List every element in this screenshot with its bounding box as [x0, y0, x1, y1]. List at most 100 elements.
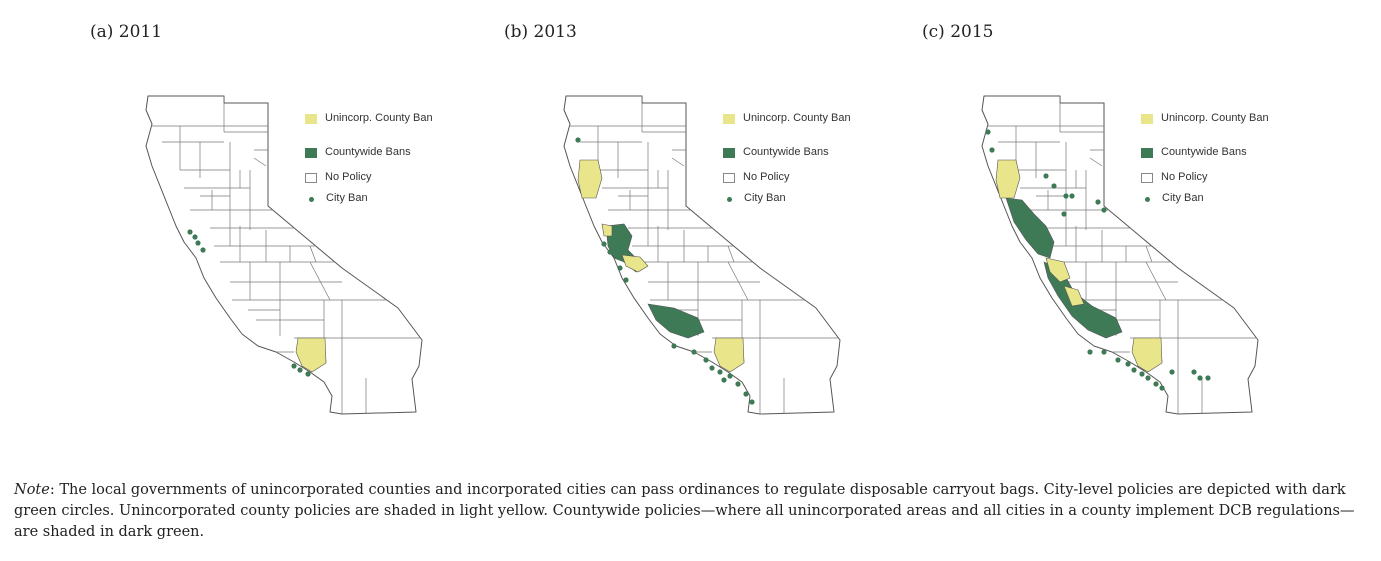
legend-city: City Ban	[1141, 192, 1204, 205]
california-outline	[981, 95, 1259, 415]
state-outline	[563, 95, 841, 415]
yellow-swatch-icon	[1141, 114, 1153, 124]
city-ban-dot	[1153, 381, 1159, 387]
yellow-swatch-icon	[723, 114, 735, 124]
unincorporated-county-bans	[577, 159, 745, 373]
legend-no-policy: No Policy	[723, 171, 789, 184]
city-ban-dot	[291, 363, 297, 369]
city-ban-dot	[985, 129, 991, 135]
panel-title: (a) 2011	[90, 22, 163, 42]
california-map-2013	[563, 95, 841, 415]
panel-2011: (a) 2011 Unincorp. County Ban Countywide…	[80, 0, 500, 440]
city-ban-dot	[1205, 375, 1211, 381]
county-boundary	[1089, 157, 1103, 167]
city-ban-dot	[305, 371, 311, 377]
panel-2013: (b) 2013	[498, 0, 918, 440]
city-ban-dot	[749, 399, 755, 405]
city-ban-dot	[1169, 369, 1175, 375]
panel-2015: (c) 2015	[916, 0, 1336, 440]
city-ban-dot	[721, 377, 727, 383]
city-ban-dot	[1101, 349, 1107, 355]
city-ban-dot	[1063, 193, 1069, 199]
legend-unincorp: Unincorp. County Ban	[1141, 112, 1281, 125]
county-boundary	[253, 157, 267, 167]
legend-unincorp: Unincorp. County Ban	[723, 112, 863, 125]
legend-countywide: Countywide Bans	[1141, 146, 1247, 159]
county-boundaries	[148, 96, 422, 414]
city-bans	[985, 129, 1211, 391]
city-ban-dot	[727, 373, 733, 379]
california-map-2011	[145, 95, 423, 415]
legend-countywide: Countywide Bans	[305, 146, 411, 159]
city-ban-dot	[1025, 223, 1031, 229]
city-ban-dot	[691, 349, 697, 355]
county-san-luis	[1063, 285, 1085, 307]
county-boundary	[309, 261, 331, 301]
city-ban-dot	[717, 369, 723, 375]
legend-no-policy: No Policy	[305, 171, 371, 184]
city-ban-dot	[601, 241, 607, 247]
legend-city: City Ban	[305, 192, 368, 205]
city-ban-dot	[735, 381, 741, 387]
county-santa-cruz	[621, 254, 649, 273]
city-ban-dot	[1191, 369, 1197, 375]
county-mendocino	[995, 159, 1021, 199]
city-ban-dot	[1125, 361, 1131, 367]
city-ban-dot	[709, 365, 715, 371]
county-central-coast	[647, 303, 705, 339]
legend-unincorp: Unincorp. County Ban	[305, 112, 445, 125]
city-ban-dot	[192, 234, 198, 240]
panel-title: (c) 2015	[922, 22, 994, 42]
county-boundary	[727, 245, 735, 263]
county-boundary	[1145, 245, 1153, 263]
city-bans	[187, 229, 311, 377]
county-boundaries	[566, 96, 840, 414]
unincorporated-county-bans	[995, 159, 1163, 373]
state-outline	[145, 95, 423, 415]
county-marin	[601, 223, 613, 237]
figure-note: Note: The local governments of unincorpo…	[14, 480, 1374, 543]
note-lead: Note	[14, 482, 50, 498]
county-boundary	[727, 261, 749, 301]
city-ban-dot	[743, 391, 749, 397]
dot-icon	[727, 197, 732, 202]
city-ban-dot	[1101, 207, 1107, 213]
city-ban-dot	[187, 229, 193, 235]
county-mendocino	[577, 159, 603, 199]
city-ban-dot	[989, 147, 995, 153]
unincorporated-county-bans	[295, 337, 327, 373]
county-boundary	[1145, 261, 1167, 301]
city-ban-dot	[703, 357, 709, 363]
city-ban-dot	[297, 367, 303, 373]
city-ban-dot	[575, 137, 581, 143]
yellow-swatch-icon	[305, 114, 317, 124]
county-los-angeles	[295, 337, 327, 373]
city-ban-dot	[1139, 371, 1145, 377]
city-ban-dot	[1131, 367, 1137, 373]
city-ban-dot	[607, 249, 613, 255]
county-monterey	[1045, 257, 1071, 283]
green-swatch-icon	[1141, 148, 1153, 158]
legend-no-policy: No Policy	[1141, 171, 1207, 184]
city-ban-dot	[1095, 199, 1101, 205]
california-outline	[563, 95, 841, 415]
legend-city: City Ban	[723, 192, 786, 205]
california-map-2015	[981, 95, 1259, 415]
city-ban-dot	[623, 277, 629, 283]
countywide-bans	[1005, 197, 1123, 339]
city-ban-dot	[1145, 375, 1151, 381]
county-los-angeles	[1131, 337, 1163, 373]
california-outline	[145, 95, 423, 415]
county-boundary	[309, 245, 317, 263]
county-boundary	[671, 157, 685, 167]
city-ban-dot	[1159, 385, 1165, 391]
green-swatch-icon	[305, 148, 317, 158]
panel-title: (b) 2013	[504, 22, 577, 42]
city-ban-dot	[1115, 357, 1121, 363]
legend-countywide: Countywide Bans	[723, 146, 829, 159]
city-ban-dot	[1069, 193, 1075, 199]
note-text: : The local governments of unincorporate…	[14, 482, 1355, 540]
dot-icon	[309, 197, 314, 202]
dot-icon	[1145, 197, 1150, 202]
white-swatch-icon	[723, 173, 735, 183]
